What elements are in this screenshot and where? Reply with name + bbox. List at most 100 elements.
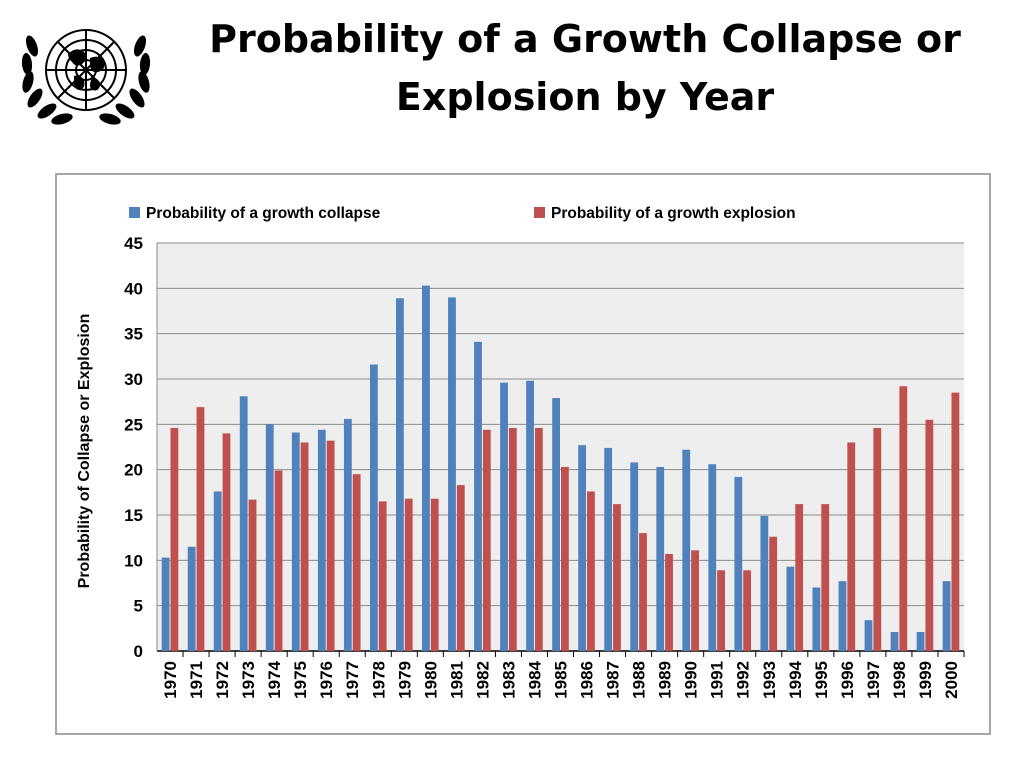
bar-explosion	[717, 570, 725, 651]
bar-collapse	[161, 557, 170, 651]
bar-collapse	[213, 491, 222, 651]
slide-title: Probability of a Growth Collapse or Expl…	[160, 10, 1010, 126]
bar-explosion	[326, 440, 335, 651]
bar-collapse	[708, 464, 717, 651]
bar-collapse	[630, 462, 639, 651]
x-tick-label: 1988	[630, 661, 649, 699]
continents-icon	[68, 49, 105, 91]
bar-collapse	[552, 398, 560, 651]
bar-explosion	[951, 392, 960, 651]
bar-explosion	[404, 498, 413, 651]
bar-collapse	[317, 429, 326, 651]
bar-collapse	[890, 631, 899, 651]
x-tick-label: 1992	[734, 661, 753, 699]
bar-explosion	[743, 570, 752, 651]
y-tick-label: 40	[124, 279, 143, 298]
bar-collapse	[500, 382, 508, 651]
x-tick-label: 1993	[760, 661, 779, 699]
bar-collapse	[656, 466, 665, 651]
bar-collapse	[448, 297, 456, 651]
y-tick-labels: 0 5 10 15 20 25 30 35 40 45	[124, 234, 143, 661]
bar-collapse	[760, 515, 769, 651]
bar-collapse	[187, 546, 196, 651]
x-tick-label: 1985	[552, 661, 571, 699]
x-tick-label: 1995	[812, 661, 831, 699]
x-tick-label: 1982	[473, 661, 492, 699]
x-tick-label: 1974	[265, 660, 284, 698]
bar-explosion	[847, 442, 856, 651]
y-axis-title: Probability of Collapse or Explosion	[76, 314, 93, 589]
bar-collapse	[786, 566, 795, 651]
bar-collapse	[396, 298, 404, 651]
bar-collapse	[369, 364, 378, 651]
y-tick-label: 5	[134, 597, 143, 616]
bar-collapse	[682, 449, 691, 651]
x-tick-label: 1975	[291, 661, 310, 699]
bar-collapse	[578, 445, 587, 651]
y-tick-label: 15	[124, 506, 143, 525]
plot-area	[157, 243, 964, 651]
bar-explosion	[196, 407, 205, 651]
chart-frame: 0 5 10 15 20 25 30 35 40 45 1970 1971 1972 1973 1974 1…	[55, 173, 991, 735]
legend-label-explosion: Probability of a growth explosion	[551, 205, 796, 222]
bar-collapse	[291, 432, 300, 651]
x-tick-label: 1977	[343, 661, 362, 699]
bar-explosion	[821, 504, 830, 651]
y-tick-label: 30	[124, 370, 143, 389]
bar-collapse	[838, 581, 847, 651]
legend-swatch-collapse	[129, 207, 140, 218]
bar-collapse	[916, 631, 925, 651]
y-tick-label: 10	[124, 551, 143, 570]
x-tick-label: 1997	[864, 661, 883, 699]
bar-collapse	[604, 447, 613, 651]
x-tick-label: 1984	[525, 660, 544, 698]
x-tick-label: 1986	[578, 661, 597, 699]
bar-explosion	[430, 498, 439, 651]
legend-swatch-explosion	[534, 207, 545, 218]
bar-explosion	[534, 427, 543, 651]
x-tick-label: 1979	[395, 661, 414, 699]
bar-collapse	[734, 476, 743, 651]
bar-explosion	[352, 474, 361, 651]
x-tick-label: 2000	[942, 661, 961, 699]
x-tick-label: 1983	[499, 661, 518, 699]
bar-explosion	[899, 386, 908, 651]
bar-collapse	[265, 424, 274, 651]
x-tick-label: 1994	[786, 660, 805, 698]
bar-explosion	[508, 427, 517, 651]
bar-explosion	[691, 550, 699, 651]
x-tick-label: 1973	[239, 661, 258, 699]
x-tick-label: 1987	[604, 661, 623, 699]
bar-explosion	[482, 429, 491, 651]
y-tick-label: 25	[124, 415, 143, 434]
title-line-2: Explosion by Year	[395, 75, 775, 119]
bar-explosion	[613, 504, 621, 651]
bar-explosion	[561, 466, 569, 651]
y-tick-label: 35	[124, 325, 143, 344]
bar-explosion	[639, 533, 647, 651]
bar-collapse	[343, 418, 352, 651]
bar-collapse	[942, 581, 951, 651]
bar-collapse	[526, 380, 534, 651]
bar-explosion	[300, 442, 309, 651]
bar-explosion	[769, 536, 778, 651]
laurel-right-icon	[99, 35, 151, 125]
laurel-left-icon	[21, 35, 73, 125]
x-tick-label: 1989	[656, 661, 675, 699]
bar-collapse	[474, 341, 482, 651]
bar-collapse	[864, 620, 873, 651]
un-emblem-icon	[21, 29, 151, 125]
bar-explosion	[456, 485, 465, 651]
bar-explosion	[795, 504, 804, 651]
bars	[161, 285, 960, 651]
y-tick-label: 0	[134, 642, 143, 661]
x-tick-label: 1990	[682, 661, 701, 699]
bar-explosion	[274, 470, 283, 651]
y-tick-label: 45	[124, 234, 143, 253]
bar-explosion	[378, 501, 387, 651]
bar-explosion	[925, 419, 934, 651]
x-tick-label: 1970	[161, 661, 180, 699]
bar-explosion	[873, 427, 882, 651]
y-tick-label: 20	[124, 461, 143, 480]
